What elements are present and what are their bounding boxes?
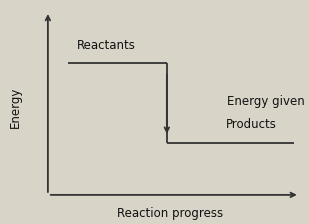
Text: Products: Products	[226, 118, 277, 131]
Text: Energy given out: Energy given out	[227, 95, 309, 108]
Text: Energy: Energy	[9, 87, 22, 128]
Text: Reactants: Reactants	[77, 39, 136, 52]
Text: Reaction progress: Reaction progress	[117, 207, 223, 220]
